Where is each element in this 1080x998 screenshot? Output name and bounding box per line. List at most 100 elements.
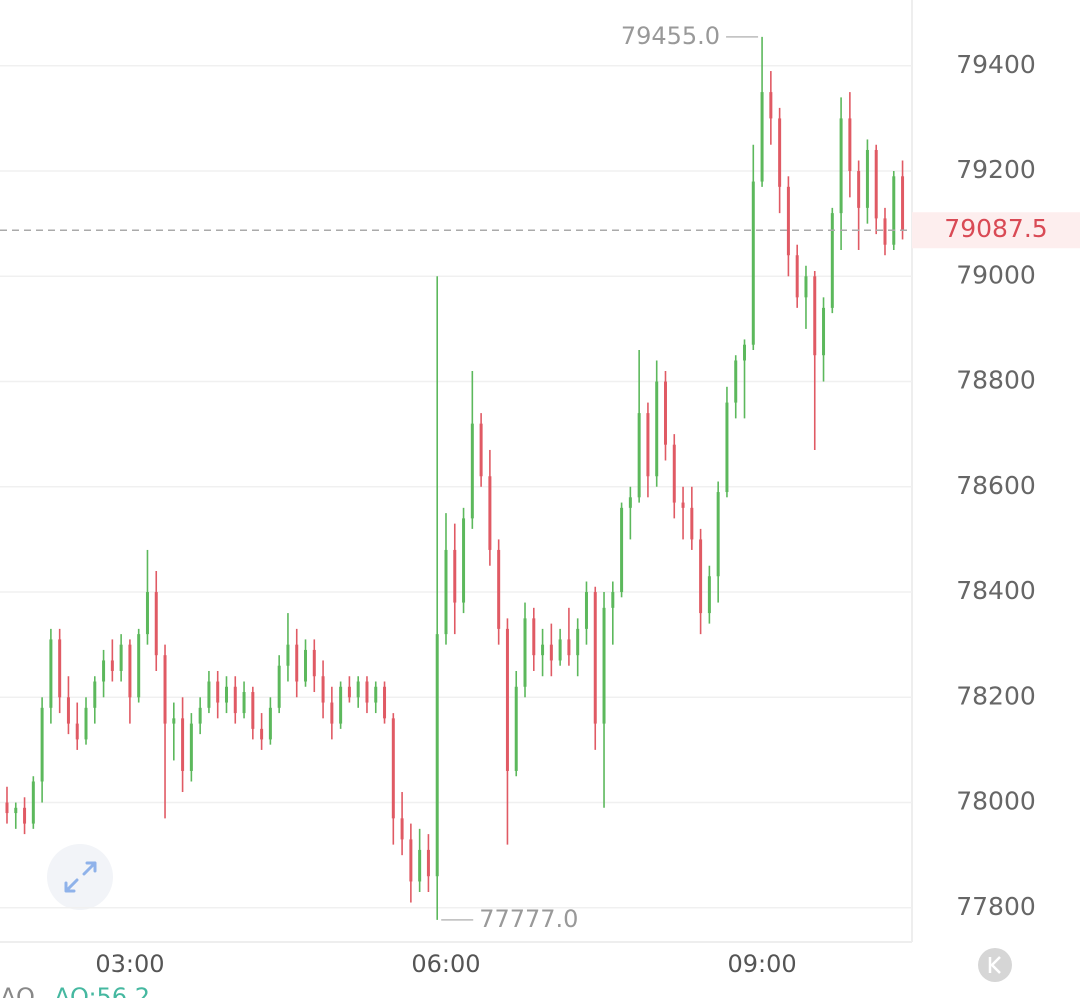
y-tick-label: 78800 (956, 366, 1036, 395)
candle-body (620, 507, 624, 593)
y-tick-label: 78400 (956, 576, 1036, 605)
last-price-label: 79087.5 (944, 214, 1047, 243)
candle-body (699, 539, 703, 614)
candle-body (690, 507, 694, 540)
candle-body (786, 186, 790, 256)
candle-body (365, 681, 369, 703)
candle-body (778, 118, 782, 187)
candle-body (479, 423, 483, 477)
candle-body (549, 644, 553, 661)
indicator-value: AO:56.2 (54, 983, 150, 998)
candle-body (593, 592, 597, 724)
x-tick-label: 09:00 (727, 950, 796, 978)
candle-body (892, 176, 896, 245)
candle-body (418, 849, 422, 882)
candle-body (84, 707, 88, 740)
candle-body (523, 618, 527, 687)
candle-body (58, 639, 62, 698)
candle-body (198, 707, 202, 724)
candle-body (795, 255, 799, 298)
expand-icon (64, 861, 97, 893)
y-tick-label: 79400 (956, 50, 1036, 79)
candle-body (602, 607, 606, 724)
candle-body (93, 681, 97, 708)
candle-body (330, 702, 334, 724)
candle-body (426, 849, 430, 877)
candle-body (760, 92, 764, 182)
candle-body (637, 413, 641, 498)
x-tick-label: 06:00 (411, 950, 480, 978)
candle-body (409, 839, 413, 882)
kline-icon (988, 956, 1001, 974)
candle-body (31, 781, 35, 824)
candle-body (128, 644, 132, 698)
candle-body (611, 592, 615, 608)
candle-body (839, 118, 843, 214)
y-tick-label: 78600 (956, 471, 1036, 500)
annotation-label: 77777.0 (479, 905, 578, 933)
candle-body (391, 718, 395, 819)
candle-body (347, 686, 351, 698)
grid (0, 65, 912, 909)
candle-body (356, 681, 360, 698)
candle-body (769, 92, 773, 119)
candle-body (277, 665, 281, 708)
candle-body (558, 639, 562, 661)
candle-body (830, 213, 834, 308)
candle-body (268, 707, 272, 740)
candle-body (576, 628, 580, 656)
candle-body (23, 807, 27, 824)
candle-body (453, 549, 457, 603)
indicator-name: AO (0, 983, 35, 998)
candle-body (462, 518, 466, 603)
candle-body (497, 549, 501, 629)
candle-body (251, 692, 255, 729)
candle-body (822, 307, 826, 356)
candle-body (681, 502, 685, 508)
candle-body (40, 707, 44, 782)
candle-body (224, 686, 228, 703)
candle-body (646, 413, 650, 477)
candle-body (541, 644, 545, 656)
candle-body (66, 697, 70, 724)
candle-body (848, 118, 852, 172)
candle-body (857, 171, 861, 208)
y-tick-label: 77800 (956, 892, 1036, 921)
candle-body (435, 634, 439, 877)
candle-body (470, 423, 474, 519)
candle-body (743, 344, 747, 361)
candle-body (172, 718, 176, 724)
candle-body (751, 181, 755, 345)
candle-body (181, 718, 185, 771)
candle-body (672, 444, 676, 503)
kline-button-bg[interactable] (978, 948, 1012, 982)
candle-body (207, 681, 211, 708)
candle-body (505, 628, 509, 771)
y-tick-label: 78200 (956, 681, 1036, 710)
candle-body (5, 802, 9, 814)
candle-body (295, 644, 299, 682)
candle-body (567, 639, 571, 656)
candle-body (163, 655, 167, 724)
x-tick-label: 03:00 (95, 950, 164, 978)
candle-body (233, 686, 237, 714)
expand-button[interactable] (47, 844, 113, 910)
candle-body (374, 686, 378, 703)
candle-body (514, 686, 518, 771)
y-tick-label: 79000 (956, 260, 1036, 289)
candle-body (813, 276, 817, 356)
candle-body (532, 618, 536, 656)
kline-button[interactable] (978, 948, 1012, 982)
candle-body (901, 176, 905, 231)
candle-body (304, 649, 308, 682)
candle-body (110, 660, 114, 671)
candle-body (216, 681, 220, 703)
candle-body (119, 644, 123, 671)
candle-body (145, 592, 149, 635)
candle-body (655, 381, 659, 477)
candle-body (865, 149, 869, 208)
last-price-bg (912, 212, 1080, 249)
expand-button-bg[interactable] (47, 844, 113, 910)
